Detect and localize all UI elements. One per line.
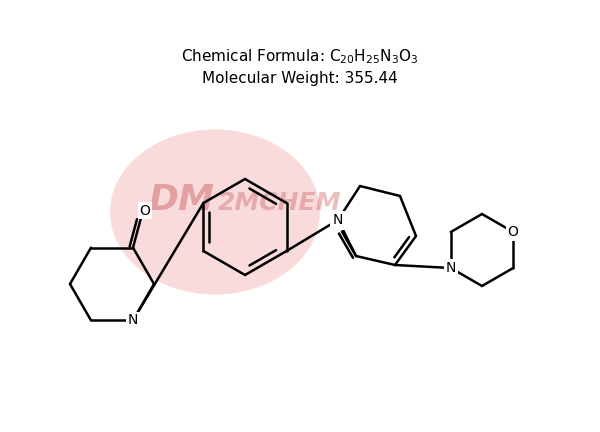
Text: 2MCHEM: 2MCHEM [218,191,341,215]
Text: N: N [333,213,343,227]
Text: O: O [332,215,343,229]
Ellipse shape [110,130,320,295]
Text: Molecular Weight: 355.44: Molecular Weight: 355.44 [202,72,398,86]
Text: O: O [508,225,518,239]
Text: Chemical Formula: C$_{20}$H$_{25}$N$_{3}$O$_{3}$: Chemical Formula: C$_{20}$H$_{25}$N$_{3}… [181,48,419,67]
Text: DM: DM [148,183,214,217]
Text: N: N [128,313,138,327]
Text: O: O [139,203,150,218]
Text: N: N [446,261,456,275]
